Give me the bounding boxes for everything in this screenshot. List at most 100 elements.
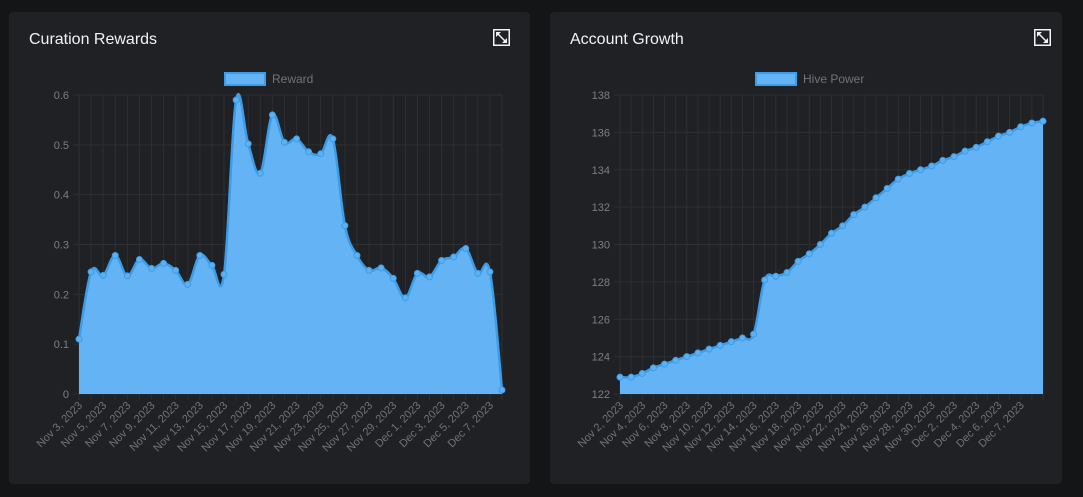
y-tick-label: 126 [592, 314, 610, 326]
data-point [75, 335, 83, 343]
data-point [872, 194, 880, 202]
data-point [861, 203, 869, 211]
expand-icon[interactable] [1034, 29, 1051, 46]
data-point [232, 96, 240, 104]
data-point [705, 345, 713, 353]
data-point [794, 257, 802, 265]
data-point [816, 241, 824, 248]
data-point [208, 261, 216, 269]
data-point [160, 259, 168, 267]
data-point [694, 349, 702, 357]
data-point [683, 353, 691, 361]
y-tick-label: 124 [592, 352, 610, 364]
data-point [983, 138, 991, 146]
y-tick-label: 138 [592, 90, 610, 102]
y-tick-label: 132 [592, 202, 610, 214]
data-point [616, 373, 624, 381]
data-point [329, 135, 337, 143]
data-point [220, 270, 228, 278]
data-point [761, 276, 769, 284]
data-point [486, 268, 494, 276]
data-point [994, 132, 1002, 140]
data-point [389, 274, 397, 282]
data-point [111, 251, 119, 259]
legend-label: Reward [272, 72, 313, 86]
data-point [99, 271, 107, 279]
data-point [256, 169, 264, 177]
y-tick-label: 0.3 [54, 240, 69, 252]
y-tick-label: 0.2 [54, 289, 69, 301]
data-point [850, 211, 858, 219]
data-point [438, 256, 446, 264]
y-tick-label: 130 [592, 240, 610, 252]
data-point [474, 269, 482, 277]
panel-title: Account Growth [570, 31, 684, 48]
legend: Hive Power [755, 72, 864, 86]
data-point [498, 386, 506, 394]
legend-swatch [755, 72, 797, 86]
data-point [341, 222, 349, 230]
data-point [1028, 119, 1036, 127]
data-point [123, 272, 131, 280]
curation-rewards-panel: Curation Rewards Reward 0.6 0.5 0.4 0.3 0.2 0.… [9, 12, 530, 484]
data-point [939, 156, 947, 164]
y-tick-label: 136 [592, 127, 610, 139]
data-point [805, 250, 813, 258]
data-point [184, 280, 192, 288]
data-point [353, 251, 361, 259]
data-point [727, 338, 735, 346]
y-tick-label: 0.4 [54, 190, 69, 202]
y-tick-label: 0.6 [54, 90, 69, 102]
data-point [917, 166, 925, 174]
y-tick-label: 0.5 [54, 140, 69, 152]
data-point [738, 334, 746, 342]
data-point [638, 369, 646, 377]
data-point [244, 140, 252, 148]
y-tick-label: 122 [592, 389, 610, 401]
y-tick-label: 128 [592, 277, 610, 289]
data-point [1006, 128, 1014, 136]
data-point [135, 255, 143, 263]
data-point [280, 138, 288, 146]
data-point [172, 266, 180, 274]
data-point [905, 169, 913, 177]
data-point [317, 150, 325, 158]
data-point [1017, 123, 1025, 131]
data-point [401, 294, 409, 302]
data-point [413, 269, 421, 277]
legend-label: Hive Power [803, 72, 864, 86]
data-point [972, 143, 980, 151]
account-growth-chart: Hive Power138136134132130128126124122Nov… [576, 72, 1047, 454]
data-point [783, 269, 791, 277]
data-point [450, 253, 458, 261]
data-point [716, 341, 724, 349]
data-point [649, 364, 657, 372]
series-area [620, 121, 1043, 394]
expand-icon[interactable] [493, 29, 510, 46]
data-point [750, 330, 758, 338]
data-point [828, 229, 835, 237]
data-point [894, 175, 902, 183]
data-point [839, 222, 847, 230]
data-point [928, 162, 936, 170]
data-point [377, 264, 385, 272]
data-point [196, 251, 204, 259]
data-point [87, 268, 95, 276]
data-point [268, 111, 276, 119]
legend-swatch [224, 72, 266, 86]
data-point [425, 273, 433, 281]
data-point [148, 264, 156, 272]
data-point [627, 373, 635, 381]
data-point [883, 184, 891, 192]
data-point [661, 360, 669, 368]
data-point [293, 135, 301, 143]
data-point [462, 244, 470, 252]
y-tick-label: 134 [592, 165, 610, 177]
account-growth-panel: Account Growth Hive Power 138 136 134 132 130… [550, 12, 1062, 484]
data-point [1039, 117, 1047, 125]
data-point [305, 148, 313, 156]
y-tick-label: 0 [63, 389, 69, 401]
data-point [961, 147, 969, 155]
data-point [772, 272, 780, 280]
